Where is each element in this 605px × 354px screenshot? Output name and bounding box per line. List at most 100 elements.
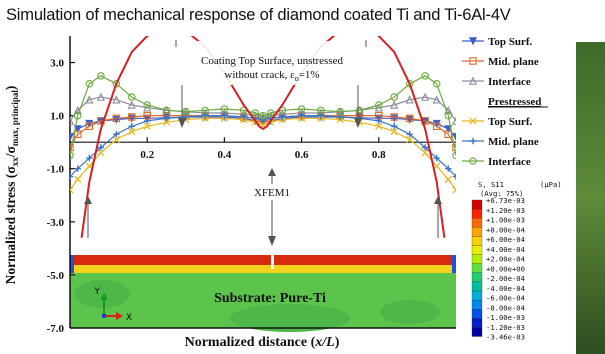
data-point [70,143,74,152]
data-point [406,135,414,144]
data-point [266,109,275,117]
data-point [452,151,456,160]
data-point [355,106,364,115]
colorbar-swatch [471,227,483,237]
series-6 [80,36,446,238]
data-point [128,113,136,121]
data-point [97,72,105,80]
axes [69,36,456,329]
data-point [451,133,456,142]
y-tick-label: 1.0 [50,111,64,123]
colorbar-label: -3.46e-03 [486,333,525,342]
data-point [317,106,325,115]
data-point [70,133,75,142]
data-point [469,157,477,165]
data-point [74,165,81,172]
data-point [391,123,398,130]
substrate-label: Substrate: Pure-Ti [214,291,326,306]
x-tick-label: 0.8 [372,149,386,161]
colorbar-swatch [471,309,483,319]
data-point [405,114,414,123]
colorbar-swatch [471,299,483,310]
data-point [73,125,82,134]
data-point [432,80,441,88]
data-point [201,106,209,115]
data-point [85,95,94,104]
data-point [421,144,429,151]
figure-title: Simulation of mechanical response of dia… [6,6,511,24]
colorbar-swatch [471,236,483,246]
data-point [221,112,228,119]
data-point [468,76,478,85]
data-point [112,80,121,88]
colorbar-title: S, S11 [478,180,504,189]
data-point [433,154,440,162]
colorbar-swatch [471,245,483,255]
data-point [182,107,190,116]
data-point [259,111,267,120]
data-point [452,143,456,152]
data-point [405,80,414,88]
colorbar-swatch [471,218,483,228]
legend-entry-top-surf: Top Surf. [488,36,532,48]
data-point [405,95,414,104]
data-point [85,122,94,131]
y-axis-label: Normalized stress (σxx/σmax, principal) [3,86,20,285]
data-point [112,135,120,144]
data-point [406,131,413,138]
colorbar-swatch [471,199,483,210]
data-point [240,113,247,121]
data-point [251,109,260,117]
data-point [70,186,74,194]
data-point [432,122,441,131]
data-point [86,154,93,162]
annotations: Coating Top Surface, unstressed without … [84,40,442,246]
data-point [112,95,121,104]
x-tick-label: 0.4 [218,149,232,161]
colorbar-label: +2.00e-04 [486,255,525,264]
coating-annotation-line2: without crack, εo=1% [224,69,319,83]
xfem-label: XFEM1 [254,187,290,199]
colorbar-label: -1.20e-03 [486,323,525,332]
svg-text:Y: Y [94,287,101,297]
data-point [127,100,136,109]
data-point [469,57,477,65]
data-point [336,107,344,116]
colorbar-avg: (Avg: 75%) [480,189,523,198]
data-point [390,100,399,109]
colorbar-label: +4.00e-04 [486,245,525,254]
colorbar-label: +6.73e-03 [486,196,525,205]
series-4 [70,112,456,180]
data-point [469,137,477,145]
data-point [70,173,74,180]
colorbar-swatch [471,272,483,283]
y-tick-label: -5.0 [47,270,65,282]
colorbar-label: +1.00e-03 [486,216,525,225]
data-point [85,80,94,88]
y-tick-label: -1.0 [47,164,65,176]
legend-entry-ps-mid-plane: Mid. plane [488,136,539,148]
data-point [279,113,286,121]
data-point [375,117,382,125]
data-point [444,175,452,184]
series-line [80,36,446,238]
data-point [128,127,136,136]
data-point [468,37,478,46]
data-point [128,93,136,101]
photo-strip [576,42,605,354]
data-point [421,92,430,101]
data-point [375,122,383,130]
data-point [163,115,170,122]
legend-entry-ps-top-surf: Top Surf. [488,116,532,128]
legend: Top Surf. Mid. plane Interface Prestressed T… [458,36,558,170]
data-point [444,111,453,120]
legend-entry-ps-interface: Interface [488,156,531,168]
data-point [97,144,105,151]
data-point [96,92,105,101]
x-ticks: 0.2 0.4 0.6 0.8 [140,137,386,161]
series-line [70,75,456,156]
colorbar-swatch [471,327,483,337]
svg-text:X: X [126,313,132,323]
data-point [390,113,398,121]
